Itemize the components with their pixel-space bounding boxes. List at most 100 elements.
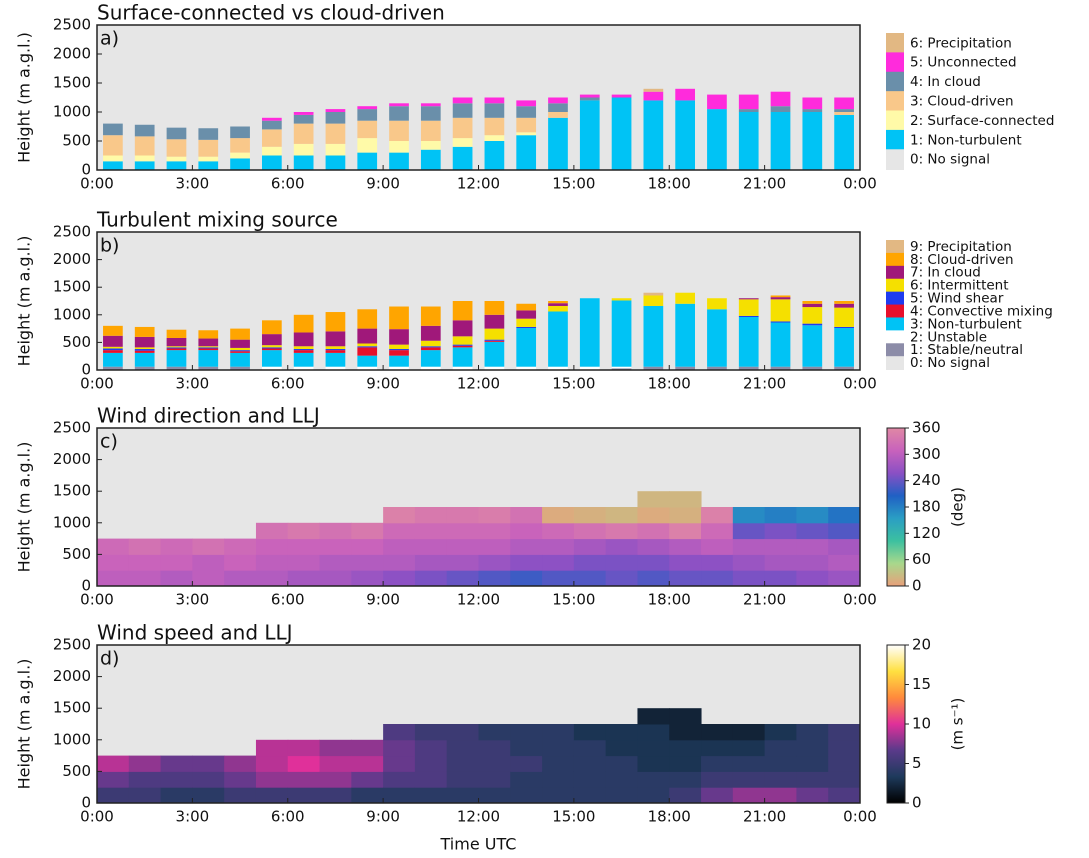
bar-segment bbox=[548, 112, 568, 118]
heatmap-cell bbox=[701, 755, 734, 772]
bar-segment bbox=[484, 301, 505, 315]
bar-segment bbox=[611, 97, 632, 170]
bar-segment bbox=[134, 352, 155, 367]
colorbar-tick-label: 10 bbox=[912, 715, 931, 733]
bar-segment bbox=[452, 320, 473, 337]
heatmap-cell bbox=[160, 538, 193, 555]
bar-segment bbox=[834, 114, 854, 170]
bar-segment bbox=[770, 321, 791, 323]
legend-swatch bbox=[886, 52, 904, 74]
y-tick-label: 1500 bbox=[53, 482, 91, 500]
heatmap-cell bbox=[669, 491, 702, 508]
colorbar-tick-label: 240 bbox=[912, 471, 941, 489]
bar-segment bbox=[230, 126, 250, 139]
heatmap-cell bbox=[732, 507, 766, 524]
x-tick-label: 3:00 bbox=[176, 591, 210, 609]
heatmap-cell bbox=[764, 771, 797, 788]
heatmap-cell bbox=[764, 507, 797, 524]
heatmap-cell bbox=[796, 771, 829, 788]
bar-segment bbox=[548, 303, 568, 306]
heatmap-cell bbox=[414, 755, 448, 772]
x-axis-label: Time UTC bbox=[440, 835, 517, 854]
bar-segment bbox=[261, 366, 282, 370]
heatmap-cell bbox=[478, 570, 511, 587]
bar-segment bbox=[357, 120, 378, 139]
heatmap-cell bbox=[351, 755, 384, 772]
legend-label: 6: Precipitation bbox=[910, 35, 1012, 51]
heatmap-cell bbox=[732, 739, 766, 757]
heatmap-cell bbox=[828, 771, 861, 788]
heatmap-cell bbox=[573, 724, 607, 741]
heatmap-cell bbox=[828, 739, 861, 757]
heatmap-cell bbox=[128, 554, 162, 571]
colorbar-tick-label: 0 bbox=[912, 794, 922, 812]
heatmap-cell bbox=[542, 755, 575, 772]
heatmap-cell bbox=[287, 522, 321, 540]
heatmap-cell bbox=[383, 724, 416, 741]
bar-segment bbox=[452, 345, 473, 348]
bar-segment bbox=[357, 138, 378, 153]
bar-segment bbox=[548, 117, 568, 170]
y-axis-label: Height (m a.g.l.) bbox=[15, 236, 34, 367]
heatmap-cell bbox=[224, 755, 257, 772]
heatmap-cell bbox=[732, 554, 766, 571]
plot-background bbox=[97, 232, 860, 370]
bar-segment bbox=[166, 348, 187, 351]
bar-segment bbox=[834, 307, 854, 327]
bar-segment bbox=[357, 309, 378, 329]
heatmap-cell bbox=[573, 507, 607, 524]
bar-segment bbox=[166, 347, 187, 349]
heatmap-cell bbox=[510, 570, 543, 587]
bar-segment bbox=[834, 97, 854, 110]
bar-segment bbox=[420, 325, 441, 341]
x-tick-label: 21:00 bbox=[743, 175, 786, 193]
bar-segment bbox=[516, 310, 537, 319]
legend-swatch bbox=[886, 317, 904, 332]
bar-segment bbox=[548, 366, 568, 370]
bar-segment bbox=[166, 350, 187, 367]
bar-segment bbox=[738, 94, 759, 110]
x-tick-label: 15:00 bbox=[552, 175, 595, 193]
bar-segment bbox=[293, 114, 314, 124]
heatmap-cell bbox=[192, 771, 225, 788]
heatmap-cell bbox=[478, 771, 511, 788]
bar-segment bbox=[834, 301, 854, 304]
heatmap-cell bbox=[446, 755, 479, 772]
colorbar-tick-label: 300 bbox=[912, 445, 941, 463]
panel-label: a) bbox=[100, 28, 119, 50]
x-tick-label: 12:00 bbox=[457, 591, 500, 609]
bar-segment bbox=[134, 136, 155, 156]
legend-label: 4: Convective mixing bbox=[910, 303, 1053, 319]
heatmap-cell bbox=[669, 724, 702, 741]
x-tick-label: 18:00 bbox=[648, 175, 691, 193]
bar-segment bbox=[325, 346, 346, 350]
y-tick-label: 500 bbox=[62, 333, 91, 351]
heatmap-cell bbox=[732, 570, 766, 587]
heatmap-cell bbox=[414, 570, 448, 587]
heatmap-cell bbox=[383, 755, 416, 772]
bar-segment bbox=[420, 103, 441, 107]
heatmap-cell bbox=[573, 554, 607, 571]
x-tick-label: 0:00 bbox=[80, 591, 114, 609]
heatmap-cell bbox=[573, 538, 607, 555]
heatmap-cell bbox=[192, 755, 225, 772]
bar-segment bbox=[738, 109, 759, 112]
x-tick-label: 18:00 bbox=[648, 591, 691, 609]
bar-segment bbox=[643, 100, 664, 170]
heatmap-cell bbox=[128, 771, 162, 788]
heatmap-cell bbox=[796, 755, 829, 772]
bar-segment bbox=[834, 326, 854, 329]
bar-segment bbox=[230, 158, 250, 170]
heatmap-cell bbox=[701, 522, 734, 540]
bar-segment bbox=[707, 109, 727, 170]
heatmap-cell bbox=[605, 570, 638, 587]
heatmap-cell bbox=[542, 538, 575, 555]
x-tick-label: 15:00 bbox=[552, 591, 595, 609]
heatmap-cell bbox=[796, 507, 829, 524]
bar-segment bbox=[484, 341, 505, 367]
bar-segment bbox=[261, 334, 282, 346]
colorbar-tick-label: 5 bbox=[912, 754, 922, 772]
bar-segment bbox=[802, 303, 823, 308]
bar-segment bbox=[134, 161, 155, 170]
bar-segment bbox=[357, 347, 378, 356]
